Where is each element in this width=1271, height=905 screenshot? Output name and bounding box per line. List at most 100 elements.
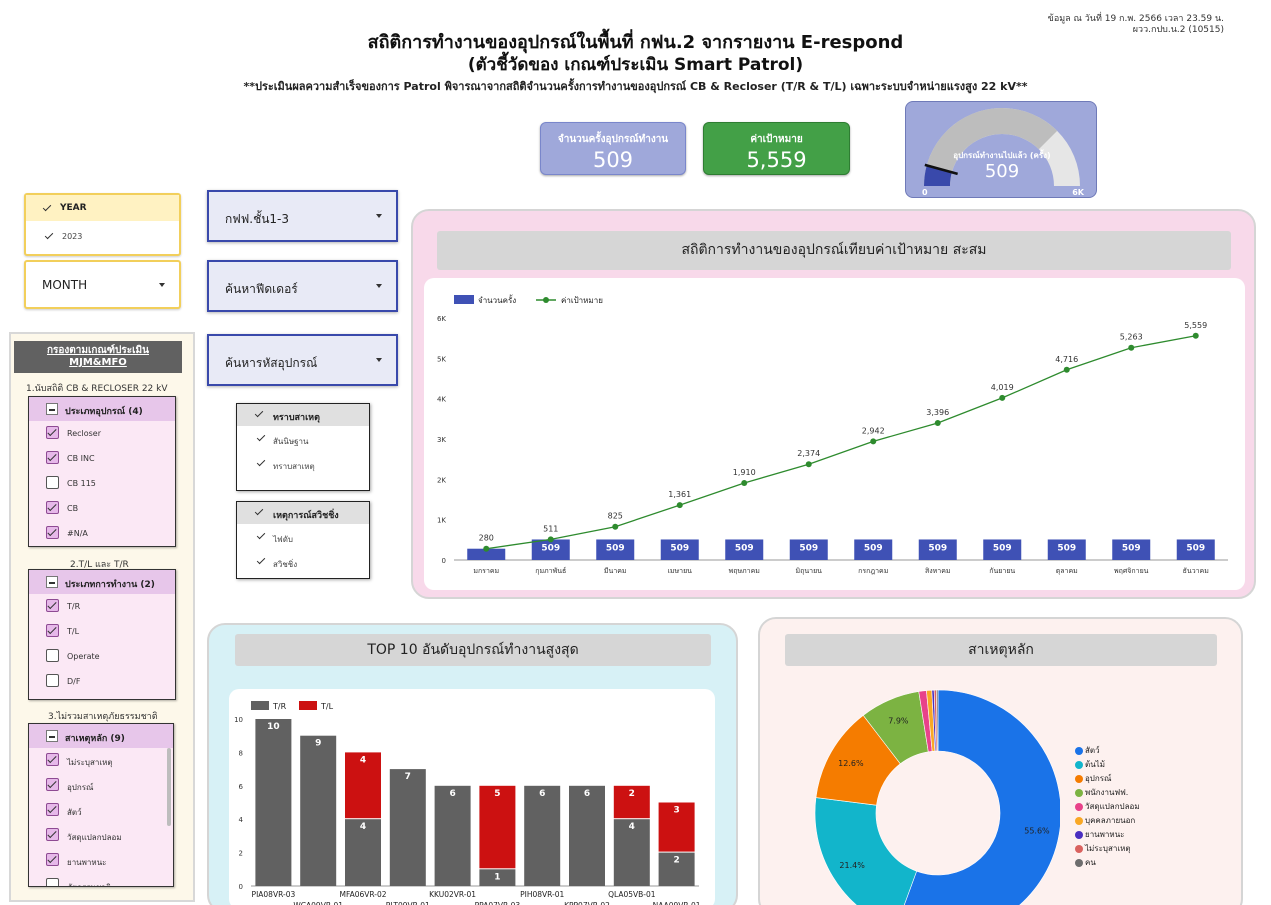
target-point[interactable] [1063, 366, 1070, 373]
count-bar[interactable] [725, 539, 764, 560]
target-point[interactable] [870, 438, 877, 445]
checkbox-checked-icon[interactable] [46, 828, 59, 841]
tr-bar[interactable] [658, 852, 695, 886]
tr-bar[interactable] [479, 869, 516, 886]
tr-bar[interactable] [300, 735, 337, 886]
checkbox-checked-icon[interactable] [46, 426, 59, 439]
device-type-option[interactable]: #N/A [29, 521, 175, 546]
cause-legend-item[interactable]: ไม่ระบุสาเหตุ [1073, 843, 1193, 857]
count-bar[interactable] [531, 539, 570, 560]
donut-slice[interactable] [896, 689, 1060, 905]
cause-legend-item[interactable]: พนักงานฟฟ. [1073, 787, 1193, 801]
tr-bar[interactable] [345, 819, 381, 886]
checkbox-empty-icon[interactable] [46, 878, 59, 886]
count-bar[interactable] [854, 539, 893, 560]
count-bar[interactable] [1112, 539, 1151, 560]
checkbox-checked-icon[interactable] [46, 753, 59, 766]
operation-type-option[interactable]: T/R [29, 594, 175, 619]
tr-bar[interactable] [569, 785, 605, 886]
scrollbar[interactable] [167, 748, 171, 826]
month-dropdown[interactable]: MONTH [24, 260, 181, 309]
cause-known-filter[interactable]: ทราบสาเหตุ สันนิษฐาน ทราบสาเหตุ [236, 403, 370, 491]
checkbox-checked-icon[interactable] [46, 853, 59, 866]
cause-legend-item[interactable]: คน [1073, 857, 1193, 871]
cause-known-header[interactable]: ทราบสาเหตุ [237, 404, 369, 426]
cause-known-option[interactable]: สันนิษฐาน [237, 426, 369, 451]
device-type-option[interactable]: CB 115 [29, 471, 175, 496]
count-bar[interactable] [467, 548, 506, 560]
switching-event-option[interactable]: ไฟดับ [237, 524, 369, 549]
checkbox-checked-icon[interactable] [46, 624, 59, 637]
cause-legend-item[interactable]: วัสดุแปลกปลอม [1073, 801, 1193, 815]
year-filter-header[interactable]: YEAR [26, 195, 179, 221]
feeder-dropdown[interactable]: ค้นหาฟีดเดอร์ [207, 260, 398, 312]
checkbox-empty-icon[interactable] [46, 674, 59, 687]
checkbox-checked-icon[interactable] [46, 599, 59, 612]
device-type-option[interactable]: Recloser [29, 421, 175, 446]
tl-bar[interactable] [658, 802, 695, 852]
checkbox-checked-icon[interactable] [46, 451, 59, 464]
operation-type-option[interactable]: D/F [29, 669, 175, 694]
count-bar[interactable] [983, 539, 1022, 560]
count-bar[interactable] [660, 539, 699, 560]
target-point[interactable] [741, 479, 748, 486]
checkbox-checked-icon[interactable] [46, 526, 59, 539]
device-type-filter[interactable]: ประเภทอุปกรณ์ (4) Recloser CB INC CB 115 CB… [28, 396, 176, 547]
cause-legend-item[interactable]: สัตว์ [1073, 745, 1193, 759]
cause-filter-header[interactable]: สาเหตุหลัก (9) [29, 724, 173, 748]
tr-bar[interactable] [255, 719, 292, 886]
tr-bar[interactable] [613, 819, 650, 886]
operation-type-header[interactable]: ประเภทการทำงาน (2) [29, 570, 175, 594]
switching-event-header[interactable]: เหตุการณ์สวิชชิ่ง [237, 502, 369, 524]
target-point[interactable] [934, 420, 941, 427]
operation-type-option[interactable]: T/L [29, 619, 175, 644]
target-point[interactable] [483, 545, 490, 552]
device-type-option[interactable]: CB INC [29, 446, 175, 471]
device-type-option[interactable]: CB [29, 496, 175, 521]
target-point[interactable] [1128, 344, 1135, 351]
cause-legend-item[interactable]: อุปกรณ์ [1073, 773, 1193, 787]
cause-legend-item[interactable]: ต้นไม้ [1073, 759, 1193, 773]
checkbox-empty-icon[interactable] [46, 649, 59, 662]
operation-type-filter[interactable]: ประเภทการทำงาน (2) T/R T/L Operate D/F [28, 569, 176, 700]
count-bar[interactable] [596, 539, 635, 560]
tl-bar[interactable] [613, 785, 650, 819]
operation-type-option[interactable]: Operate [29, 644, 175, 669]
year-option[interactable]: 2023 [26, 221, 179, 241]
count-bar[interactable] [1047, 539, 1086, 560]
region-dropdown[interactable]: กฟฟ.ชั้น1-3 [207, 190, 398, 242]
cause-filter-option[interactable]: สัตว์ [29, 798, 173, 823]
cause-legend-item[interactable]: ยานพาหนะ [1073, 829, 1193, 843]
cause-filter[interactable]: สาเหตุหลัก (9) ไม่ระบุสาเหตุ อุปกรณ์ สัตว์… [28, 723, 174, 887]
count-bar[interactable] [918, 539, 957, 560]
cause-filter-option[interactable]: ไม่ระบุสาเหตุ [29, 748, 173, 773]
cause-known-option[interactable]: ทราบสาเหตุ [237, 451, 369, 476]
target-point[interactable] [999, 394, 1006, 401]
target-point[interactable] [805, 461, 812, 468]
tl-bar[interactable] [345, 752, 381, 819]
tr-bar[interactable] [389, 769, 426, 886]
target-point[interactable] [612, 523, 619, 530]
target-point[interactable] [1192, 332, 1199, 339]
cause-legend-item[interactable]: บุคคลภายนอก [1073, 815, 1193, 829]
switching-event-filter[interactable]: เหตุการณ์สวิชชิ่ง ไฟดับ สวิชชิ่ง [236, 501, 370, 579]
year-filter[interactable]: YEAR 2023 [24, 193, 181, 256]
cause-filter-option[interactable]: ยานพาหนะ [29, 848, 173, 873]
cause-filter-option[interactable]: วัสดุแปลกปลอม [29, 823, 173, 848]
switching-event-option[interactable]: สวิชชิ่ง [237, 549, 369, 574]
count-bar[interactable] [1176, 539, 1215, 560]
target-point[interactable] [676, 502, 683, 509]
checkbox-checked-icon[interactable] [46, 778, 59, 791]
donut-slice[interactable] [814, 797, 918, 905]
tl-bar[interactable] [479, 785, 516, 869]
checkbox-checked-icon[interactable] [46, 803, 59, 816]
target-point[interactable] [547, 536, 554, 543]
cause-filter-option[interactable]: อุปกรณ์ [29, 773, 173, 798]
tr-bar[interactable] [524, 785, 561, 886]
tr-bar[interactable] [434, 785, 471, 886]
donut-slice[interactable] [936, 689, 939, 752]
device-code-dropdown[interactable]: ค้นหารหัสอุปกรณ์ [207, 334, 398, 386]
checkbox-empty-icon[interactable] [46, 476, 59, 489]
checkbox-checked-icon[interactable] [46, 501, 59, 514]
count-bar[interactable] [789, 539, 828, 560]
